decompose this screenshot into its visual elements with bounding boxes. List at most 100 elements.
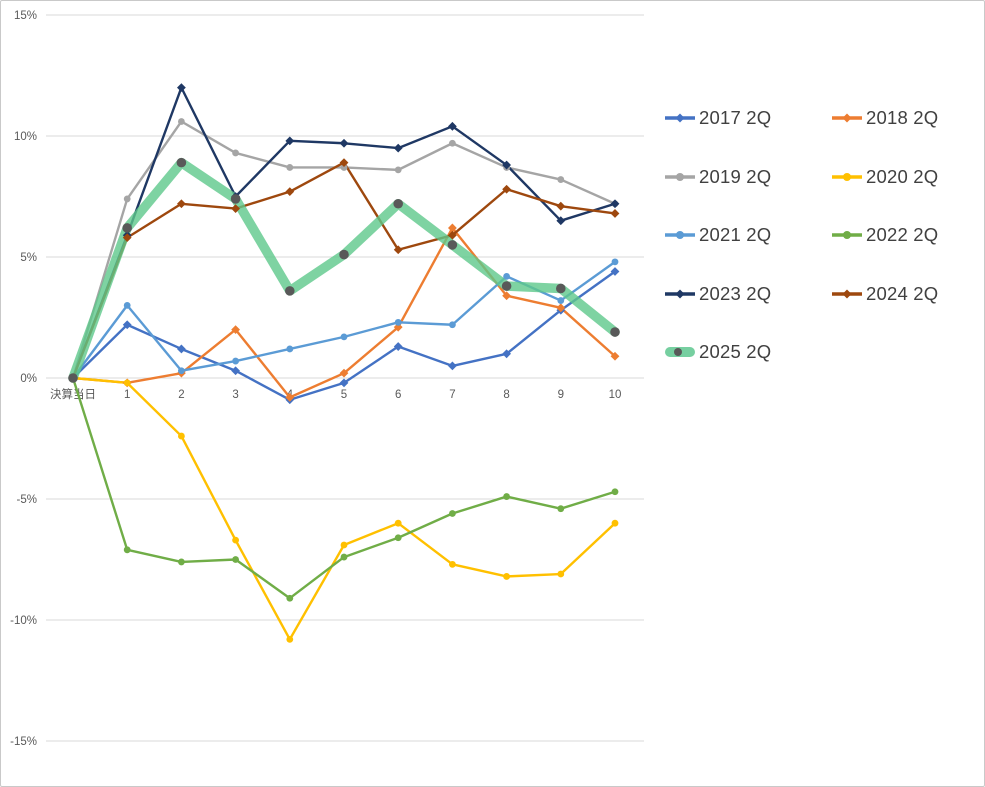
marker-2018-2q <box>339 368 349 378</box>
marker-2022-2q <box>557 505 565 513</box>
marker-2025-2q <box>285 286 295 296</box>
marker-2025-2q <box>447 240 458 250</box>
y-tick-label: -5% <box>17 494 37 506</box>
x-tick-label: 9 <box>558 389 564 401</box>
marker-2020-2q <box>557 570 565 578</box>
marker-2023-2q <box>285 136 295 146</box>
marker-2024-2q <box>556 201 566 211</box>
marker-2021-2q <box>503 272 510 280</box>
marker-2020-2q <box>394 519 402 527</box>
marker-2017-2q <box>610 267 620 276</box>
marker-2019-2q <box>340 164 348 171</box>
marker-2024-2q <box>122 233 132 243</box>
y-tick-label: 15% <box>14 10 37 22</box>
marker-2024-2q <box>285 187 295 197</box>
x-tick-label: 2 <box>178 389 184 401</box>
marker-2020-2q <box>178 432 185 440</box>
marker-2020-2q <box>286 635 294 643</box>
marker-2024-2q <box>177 199 186 209</box>
marker-2018-2q <box>285 392 295 402</box>
marker-2021-2q <box>340 333 348 341</box>
marker-2018-2q <box>502 291 511 301</box>
marker-2020-2q <box>611 519 619 527</box>
marker-2024-2q <box>393 245 403 255</box>
marker-2021-2q <box>286 345 294 353</box>
marker-2019-2q <box>557 176 565 183</box>
marker-2025-2q <box>339 249 349 260</box>
marker-2024-2q <box>448 230 457 240</box>
marker-2021-2q <box>394 318 402 326</box>
marker-2024-2q <box>502 184 511 194</box>
marker-2020-2q <box>123 379 131 387</box>
x-tick-label: 7 <box>449 389 455 401</box>
marker-2018-2q <box>231 325 240 334</box>
marker-2021-2q <box>123 302 131 309</box>
y-tick-label: 5% <box>20 252 37 264</box>
x-tick-label: 決算当日 <box>50 387 96 401</box>
marker-2023-2q <box>177 83 186 92</box>
x-tick-label: 8 <box>503 389 509 401</box>
marker-2024-2q <box>610 209 620 218</box>
marker-2020-2q <box>340 541 348 549</box>
y-tick-label: 0% <box>20 373 37 385</box>
marker-2019-2q <box>449 139 456 147</box>
y-tick-label: -15% <box>10 736 37 748</box>
marker-2023-2q <box>448 121 457 131</box>
marker-2019-2q <box>123 195 131 203</box>
y-tick-label: -10% <box>10 615 37 627</box>
marker-2019-2q <box>286 164 294 171</box>
marker-2019-2q <box>178 118 185 125</box>
marker-2017-2q <box>393 342 403 351</box>
marker-2022-2q <box>232 556 240 563</box>
marker-2023-2q <box>556 216 566 226</box>
marker-2022-2q <box>123 546 131 554</box>
marker-2020-2q <box>503 573 510 580</box>
marker-2019-2q <box>232 149 240 157</box>
marker-2018-2q <box>556 303 566 313</box>
marker-2018-2q <box>448 223 457 233</box>
marker-2025-2q <box>501 281 512 291</box>
x-tick-label: 10 <box>609 389 622 401</box>
marker-2017-2q <box>502 349 511 359</box>
marker-2025-2q <box>68 373 78 383</box>
marker-2025-2q <box>230 194 241 204</box>
marker-2021-2q <box>611 258 619 266</box>
marker-2022-2q <box>178 558 185 566</box>
marker-2022-2q <box>611 488 619 496</box>
x-tick-label: 5 <box>341 389 347 401</box>
marker-2020-2q <box>232 536 240 544</box>
marker-2021-2q <box>178 367 185 375</box>
marker-2022-2q <box>340 553 348 561</box>
marker-2022-2q <box>449 510 456 517</box>
series-line-2020-2q <box>71 376 617 641</box>
marker-2024-2q <box>339 158 349 168</box>
marker-2023-2q <box>610 199 620 209</box>
marker-2017-2q <box>122 320 132 330</box>
marker-2021-2q <box>557 297 565 304</box>
marker-2025-2q <box>556 283 566 294</box>
marker-2021-2q <box>232 357 240 365</box>
marker-2023-2q <box>502 160 511 170</box>
marker-2022-2q <box>503 493 510 500</box>
marker-2020-2q <box>449 560 456 568</box>
marker-2018-2q <box>393 322 403 332</box>
marker-2021-2q <box>449 321 456 329</box>
series-line-2025-2q <box>68 157 620 383</box>
x-tick-label: 6 <box>395 389 401 401</box>
marker-2025-2q <box>610 327 620 337</box>
marker-2024-2q <box>231 204 240 213</box>
marker-2017-2q <box>448 361 457 371</box>
marker-2023-2q <box>339 138 349 148</box>
marker-2022-2q <box>394 534 402 542</box>
x-tick-label: 3 <box>232 389 238 401</box>
marker-2017-2q <box>339 378 349 388</box>
marker-2025-2q <box>122 223 132 233</box>
y-tick-label: 10% <box>14 131 37 143</box>
marker-2018-2q <box>610 351 620 361</box>
marker-2017-2q <box>231 366 240 376</box>
series-line-2021-2q <box>71 260 617 380</box>
marker-2017-2q <box>177 344 186 354</box>
marker-2022-2q <box>286 594 294 602</box>
